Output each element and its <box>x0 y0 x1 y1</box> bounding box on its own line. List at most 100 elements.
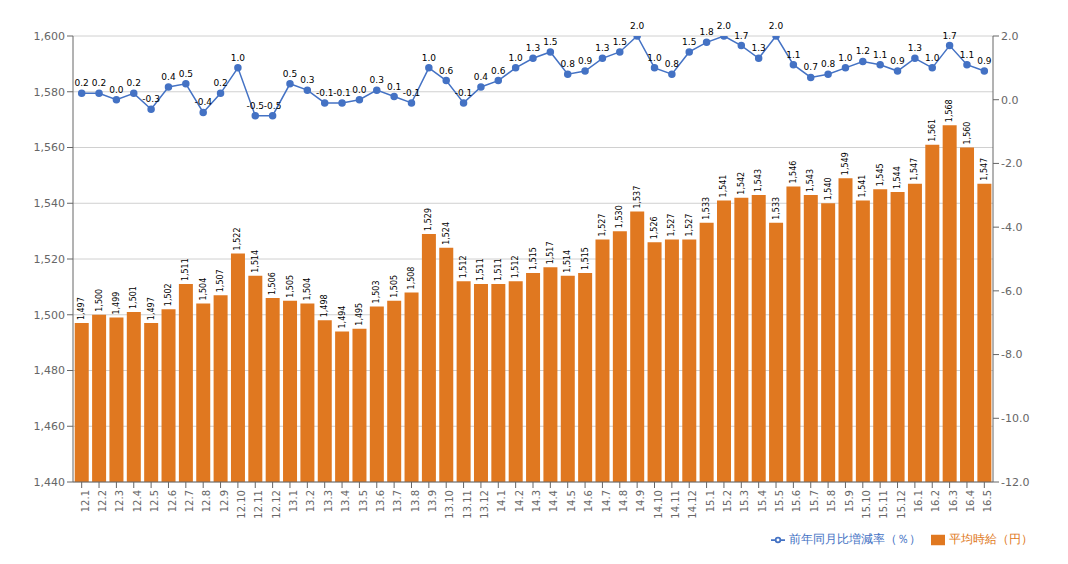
svg-text:14.5: 14.5 <box>566 490 577 512</box>
svg-text:1.5: 1.5 <box>543 37 557 47</box>
svg-text:0.0: 0.0 <box>352 85 367 95</box>
svg-text:-0.1: -0.1 <box>455 88 473 98</box>
svg-text:1,544: 1,544 <box>893 166 902 189</box>
svg-text:-0.1: -0.1 <box>403 88 421 98</box>
svg-text:1,543: 1,543 <box>754 169 763 192</box>
svg-text:1,511: 1,511 <box>181 258 190 281</box>
svg-text:15.2: 15.2 <box>722 490 733 512</box>
svg-text:12.9: 12.9 <box>219 490 230 512</box>
svg-text:14.9: 14.9 <box>635 490 646 512</box>
svg-text:-0.3: -0.3 <box>142 94 160 104</box>
svg-text:13.2: 13.2 <box>305 490 316 512</box>
svg-text:1,480: 1,480 <box>34 364 66 377</box>
svg-text:1,520: 1,520 <box>34 253 66 266</box>
svg-text:1.1: 1.1 <box>873 50 887 60</box>
svg-text:0.9: 0.9 <box>977 56 992 66</box>
svg-text:1,526: 1,526 <box>650 216 659 239</box>
svg-text:14.1: 14.1 <box>496 490 507 512</box>
svg-text:1.5: 1.5 <box>682 37 696 47</box>
svg-text:16.3: 16.3 <box>948 490 959 512</box>
svg-text:1,499: 1,499 <box>112 292 121 315</box>
svg-text:0.5: 0.5 <box>179 69 193 79</box>
svg-text:15.9: 15.9 <box>844 490 855 512</box>
svg-text:1,504: 1,504 <box>199 278 208 301</box>
svg-text:13.3: 13.3 <box>323 490 334 512</box>
svg-text:0.0: 0.0 <box>109 85 124 95</box>
svg-text:1.2: 1.2 <box>856 46 870 56</box>
svg-text:1,517: 1,517 <box>546 241 555 264</box>
svg-text:0.5: 0.5 <box>283 69 297 79</box>
svg-text:1,560: 1,560 <box>34 141 66 154</box>
svg-text:1,547: 1,547 <box>910 158 919 181</box>
svg-text:0.4: 0.4 <box>474 72 489 82</box>
svg-text:1,495: 1,495 <box>355 303 364 326</box>
svg-text:1.0: 1.0 <box>422 53 437 63</box>
svg-text:1,512: 1,512 <box>459 255 468 278</box>
svg-text:1,501: 1,501 <box>129 286 138 309</box>
svg-text:0.6: 0.6 <box>491 66 506 76</box>
svg-text:16.2: 16.2 <box>930 490 941 512</box>
svg-text:1,506: 1,506 <box>268 272 277 295</box>
svg-text:1,541: 1,541 <box>720 175 729 198</box>
svg-text:1,600: 1,600 <box>34 30 66 43</box>
svg-text:14.2: 14.2 <box>514 490 525 512</box>
svg-text:1,547: 1,547 <box>980 158 989 181</box>
svg-text:-2.0: -2.0 <box>1001 157 1022 170</box>
svg-text:-10.0: -10.0 <box>1001 412 1029 425</box>
svg-text:12.2: 12.2 <box>97 490 108 512</box>
svg-text:12.4: 12.4 <box>132 490 143 512</box>
svg-text:-0.5: -0.5 <box>264 101 282 111</box>
svg-text:0.8: 0.8 <box>821 59 836 69</box>
svg-text:1.0: 1.0 <box>647 53 662 63</box>
svg-text:0.8: 0.8 <box>561 59 576 69</box>
svg-text:15.8: 15.8 <box>826 490 837 512</box>
svg-text:1,515: 1,515 <box>581 247 590 270</box>
svg-text:1,512: 1,512 <box>511 255 520 278</box>
svg-text:15.10: 15.10 <box>861 490 872 519</box>
svg-text:1,540: 1,540 <box>34 197 66 210</box>
svg-text:0.9: 0.9 <box>578 56 593 66</box>
svg-text:1,511: 1,511 <box>494 258 503 281</box>
svg-text:0.9: 0.9 <box>890 56 905 66</box>
svg-text:12.3: 12.3 <box>114 490 125 512</box>
svg-text:12.7: 12.7 <box>184 490 195 512</box>
svg-text:1.5: 1.5 <box>613 37 627 47</box>
svg-text:1.3: 1.3 <box>751 43 765 53</box>
svg-text:1,542: 1,542 <box>737 172 746 195</box>
svg-text:1,508: 1,508 <box>407 267 416 290</box>
svg-text:1,505: 1,505 <box>286 275 295 298</box>
svg-text:-0.4: -0.4 <box>194 97 212 107</box>
svg-text:14.11: 14.11 <box>670 490 681 519</box>
svg-text:13.12: 13.12 <box>479 490 490 519</box>
svg-text:1,460: 1,460 <box>34 420 66 433</box>
svg-text:1,527: 1,527 <box>598 214 607 237</box>
svg-text:16.1: 16.1 <box>913 490 924 512</box>
svg-text:0.0: 0.0 <box>1001 94 1019 107</box>
svg-text:15.3: 15.3 <box>739 490 750 512</box>
svg-text:13.1: 13.1 <box>288 490 299 512</box>
svg-text:1,504: 1,504 <box>303 278 312 301</box>
svg-text:1.7: 1.7 <box>734 31 748 41</box>
svg-text:0.4: 0.4 <box>161 72 176 82</box>
svg-text:15.12: 15.12 <box>896 490 907 519</box>
svg-text:13.6: 13.6 <box>375 490 386 512</box>
svg-text:1,561: 1,561 <box>928 119 937 142</box>
svg-text:1,502: 1,502 <box>164 283 173 306</box>
svg-text:13.4: 13.4 <box>340 490 351 512</box>
svg-text:14.8: 14.8 <box>618 490 629 512</box>
svg-text:1.0: 1.0 <box>838 53 853 63</box>
svg-text:14.4: 14.4 <box>548 490 559 512</box>
svg-text:1.3: 1.3 <box>595 43 609 53</box>
svg-text:1,497: 1,497 <box>77 297 86 320</box>
svg-text:14.3: 14.3 <box>531 490 542 512</box>
svg-text:13.10: 13.10 <box>444 490 455 519</box>
svg-text:13.8: 13.8 <box>410 490 421 512</box>
svg-text:13.7: 13.7 <box>392 490 403 512</box>
svg-text:1,524: 1,524 <box>442 222 451 245</box>
svg-text:1.0: 1.0 <box>508 53 523 63</box>
svg-text:-4.0: -4.0 <box>1001 221 1022 234</box>
svg-text:13.9: 13.9 <box>427 490 438 512</box>
svg-text:0.2: 0.2 <box>213 78 227 88</box>
svg-text:0.2: 0.2 <box>127 78 141 88</box>
svg-text:14.12: 14.12 <box>687 490 698 519</box>
